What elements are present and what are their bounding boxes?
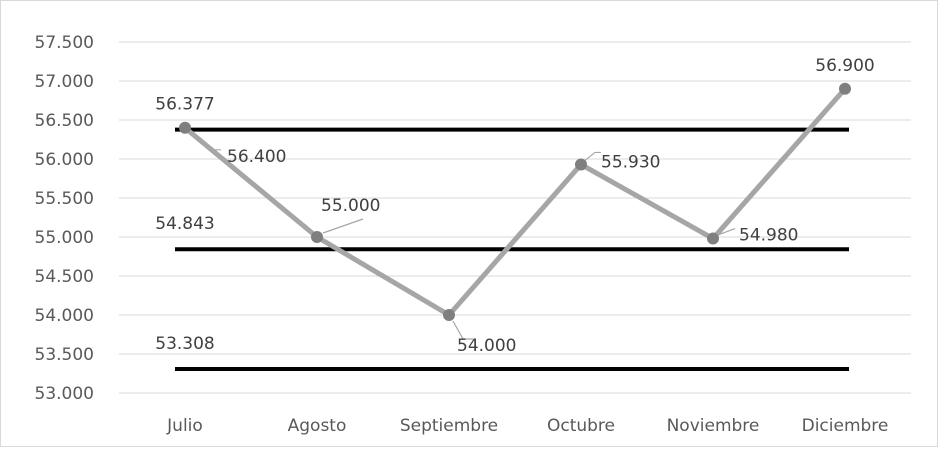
x-axis-tick-labels: Julio Agosto Septiembre Octubre Noviembre Dic… (166, 416, 888, 436)
y-axis-tick-labels: 53.000 53.500 54.000 54.500 55.000 55.500 56.0… (35, 33, 94, 404)
x-tick-label: Septiembre (400, 416, 498, 436)
reference-line-label: 56.377 (155, 95, 214, 115)
data-point (839, 82, 851, 95)
reference-lines: 56.377 54.843 53.308 (155, 95, 849, 371)
data-label: 55.930 (601, 152, 660, 172)
data-label-leader (452, 320, 473, 340)
y-tick-label: 56.500 (35, 111, 94, 131)
x-tick-label: Noviembre (667, 416, 760, 436)
y-tick-label: 54.500 (35, 267, 94, 287)
y-tick-label: 53.500 (35, 345, 94, 365)
y-tick-label: 56.000 (35, 150, 94, 170)
y-tick-label: 55.500 (35, 189, 94, 209)
x-tick-label: Agosto (288, 416, 347, 436)
data-label-leaders (190, 131, 736, 340)
data-labels: 56.400 55.000 54.000 55.930 54.980 56.900 (227, 56, 875, 356)
data-point (575, 158, 587, 171)
data-point (311, 231, 323, 243)
y-tick-label: 53.000 (35, 384, 94, 404)
series-line (183, 87, 847, 318)
data-label-leader (584, 151, 601, 161)
data-label-leader (322, 218, 364, 234)
x-tick-label: Octubre (547, 416, 615, 436)
data-label-leader (718, 227, 736, 236)
data-point (707, 232, 719, 245)
y-tick-label: 55.000 (35, 228, 94, 248)
x-tick-label: Diciembre (802, 416, 889, 436)
data-label: 54.980 (739, 226, 798, 246)
y-tick-label: 54.000 (35, 306, 94, 326)
series-line-path (183, 87, 847, 318)
data-label: 56.400 (227, 147, 286, 167)
series-markers (179, 82, 851, 321)
y-tick-label: 57.000 (35, 72, 94, 92)
reference-line-label: 53.308 (155, 334, 214, 354)
data-label: 54.000 (457, 336, 516, 356)
data-label: 55.000 (321, 196, 380, 216)
reference-line-label: 54.843 (155, 214, 214, 234)
x-tick-label: Julio (166, 416, 203, 436)
y-tick-label: 57.500 (35, 33, 94, 53)
data-point (179, 121, 191, 134)
data-label-leader (190, 131, 221, 151)
data-point (443, 309, 455, 321)
data-label: 56.900 (815, 56, 874, 76)
